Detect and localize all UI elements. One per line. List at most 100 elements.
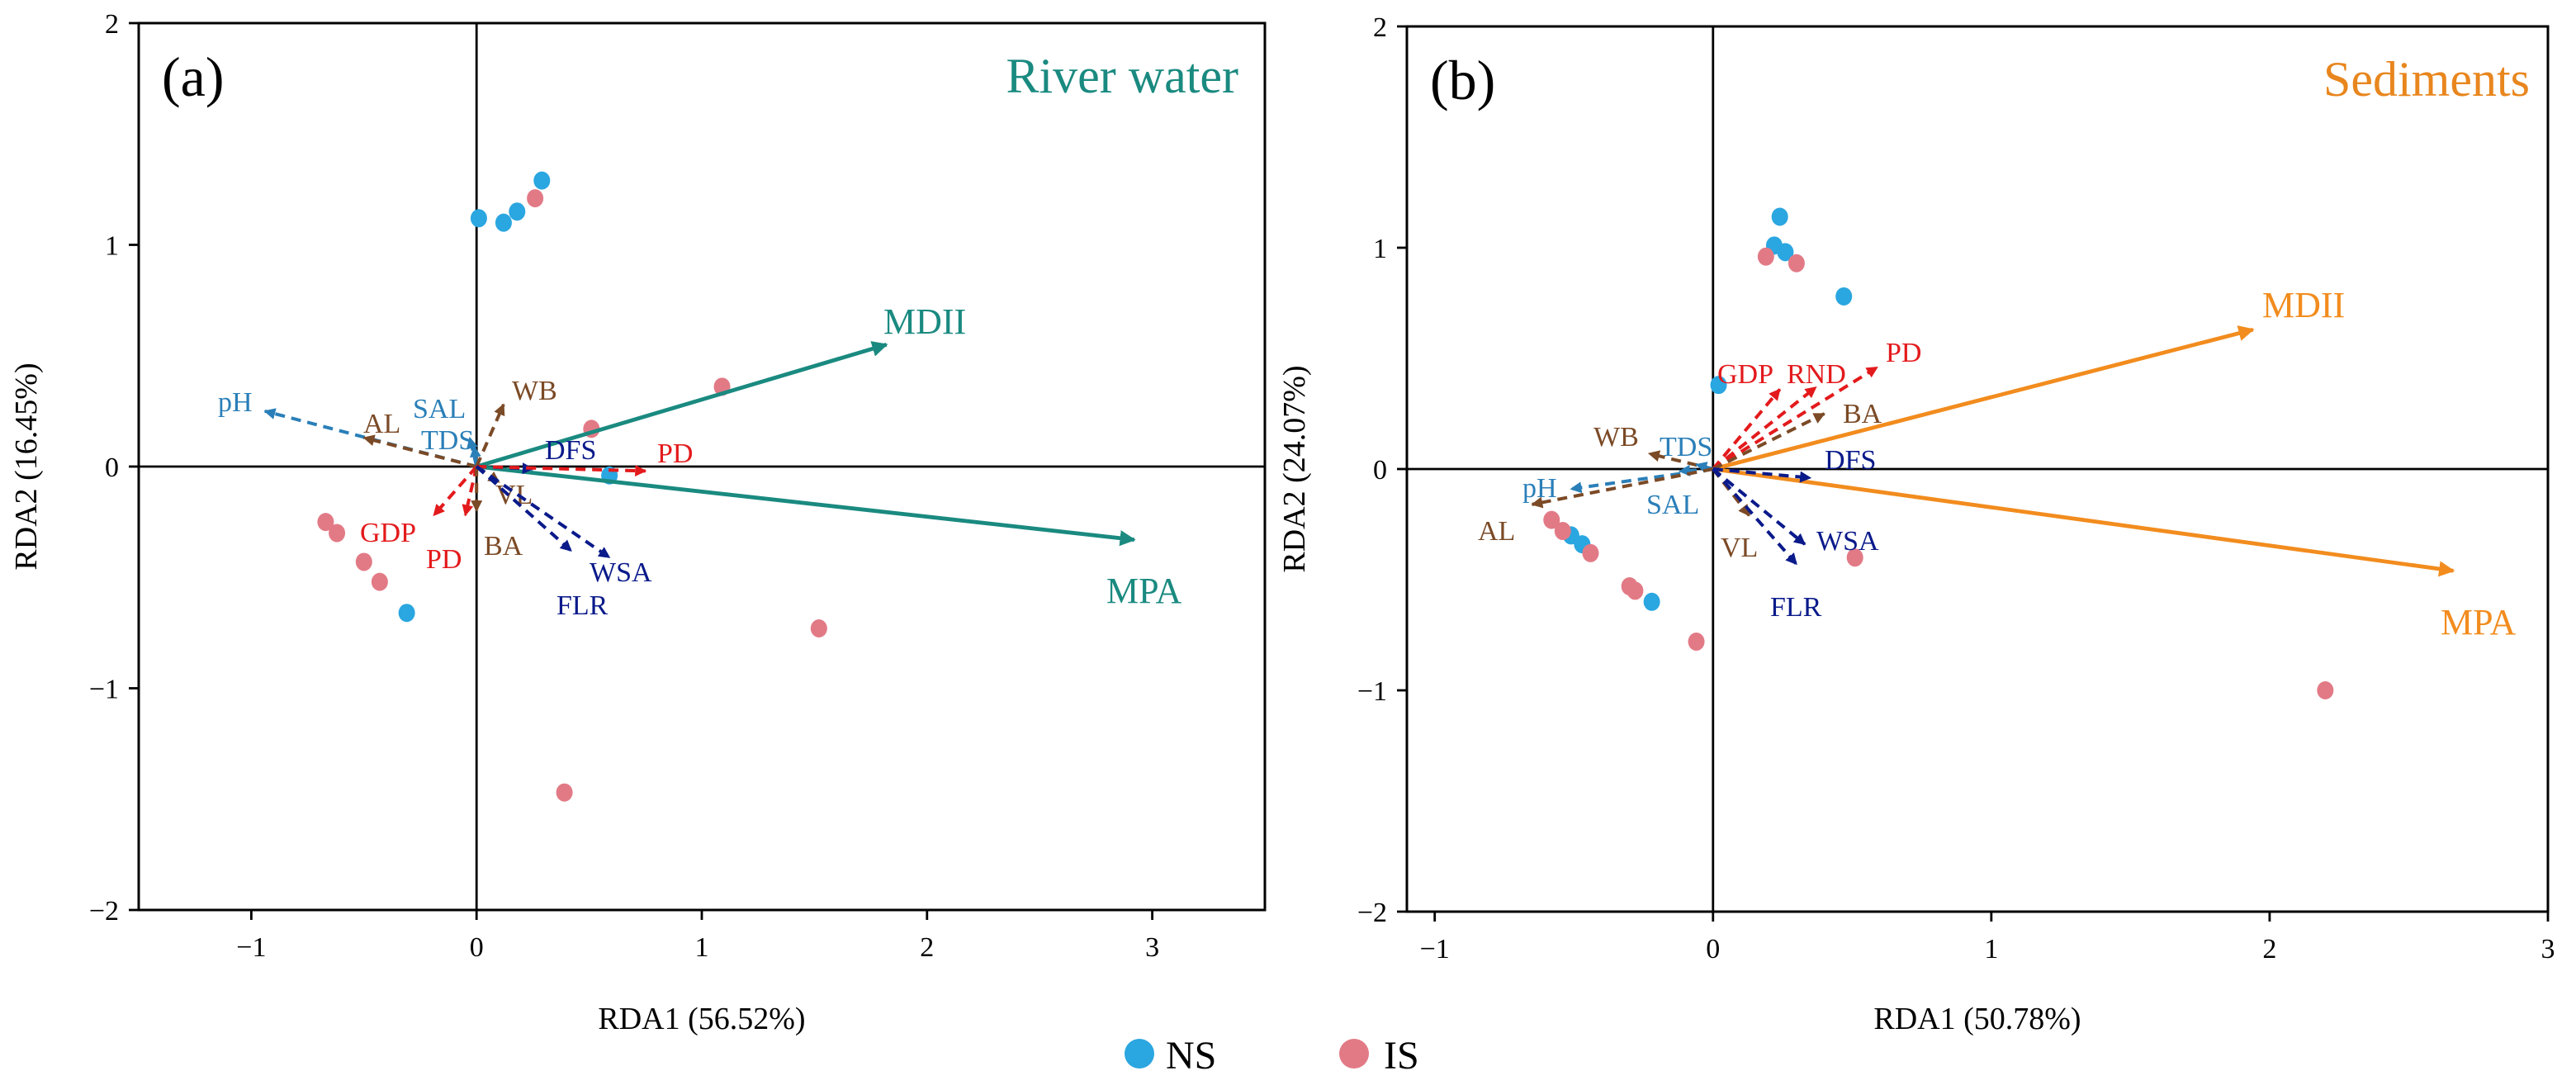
arrow-label-wsa: WSA [590,557,652,588]
x-tick-label: 1 [1984,934,1998,964]
point-is [371,572,388,591]
point-is [1627,581,1644,600]
point-is [329,524,346,543]
arrow-label-al: AL [363,409,400,439]
panel-label: (a) [162,45,224,108]
arrow-mdii [1712,325,2255,472]
point-is [2317,681,2334,699]
arrow-label-wsa: WSA [1816,526,1879,557]
point-is [1757,247,1774,266]
x-tick-label: −1 [1420,934,1450,964]
point-is [1582,543,1599,562]
panel-b: −1 0 1 2 3 −2 −1 0 1 2 RDA1 (50.78%) RDA2 (24.07%) (… [1277,12,2555,1036]
arrow-mpa [476,464,1136,547]
y-tick-label: 0 [105,453,119,483]
legend-marker-ns [1125,1039,1154,1069]
arrow-label-pd: PD [426,544,462,575]
point-is [317,513,334,532]
x-tick-label: 2 [2262,934,2276,964]
point-is [1846,548,1863,567]
arrow-label-tds: TDS [1660,432,1712,462]
point-ns [509,202,526,221]
arrow-label-flr: FLR [1770,592,1822,623]
arrow-label-rnd: RND [1787,359,1846,390]
arrow-label-ba: BA [484,531,523,562]
arrow-label-mdii: MDII [883,301,966,342]
arrow-label-sal: SAL [413,394,466,424]
arrow-mdii [476,341,888,469]
panel-title: Sediments [2323,52,2530,107]
point-is [1543,510,1560,529]
arrow-rnd [1712,386,1817,471]
arrow-label-pd: PD [657,438,693,469]
x-tick-label: 3 [2541,934,2555,964]
arrow-flr [475,465,573,552]
point-ns [1771,207,1788,226]
legend-label-ns: NS [1166,1034,1216,1078]
y-tick-label: −1 [89,675,119,705]
arrow-pd [476,465,647,477]
x-axis-label: RDA1 (56.52%) [598,1002,805,1036]
point-ns [495,213,512,232]
panel-a: −1 0 1 2 3 −2 −1 0 1 2 RDA1 (56.52%) RDA2 (16.45%) (… [9,9,1267,1036]
arrow-wsa [1712,467,1807,546]
panel-title: River water [1006,49,1238,103]
arrow-wsa [476,465,611,559]
arrow-label-flr: FLR [556,590,608,621]
arrow-label-ph: pH [1522,473,1557,504]
point-ns [1643,592,1660,611]
y-axis-label: RDA2 (24.07%) [1277,365,1312,572]
x-tick-label: −1 [236,932,266,963]
point-is [355,552,372,571]
arrow-label-vl: VL [495,480,533,510]
arrow-label-mdii: MDII [2262,285,2345,325]
y-axis-label: RDA2 (16.45%) [9,363,44,570]
x-tick-label: 2 [920,932,934,963]
arrow-mpa [1712,467,2455,577]
legend: NS IS [1125,1034,1419,1078]
y-tick-label: 2 [1373,12,1387,43]
y-tick-label: 1 [1373,234,1387,264]
arrow-label-mpa: MPA [1106,571,1182,611]
arrow-label-wb: WB [512,376,557,406]
legend-label-is: IS [1384,1034,1419,1078]
arrow-label-vl: VL [1721,533,1758,563]
arrow-gdp [432,465,478,517]
point-is [1554,522,1571,541]
y-tick-label: 0 [1373,455,1387,486]
point-ns [1710,376,1727,395]
arrow-label-gdp: GDP [360,518,416,548]
point-ns [1835,287,1853,306]
arrow-label-wb: WB [1593,422,1639,453]
point-ns [398,604,415,623]
x-tick-label: 3 [1145,932,1159,963]
arrow-flr [1712,467,1798,566]
x-axis-label: RDA1 (50.78%) [1873,1002,2081,1036]
point-is [556,783,573,802]
x-tick-label: 0 [470,932,484,963]
arrow-al [1531,467,1714,509]
arrow-gdp [1712,388,1782,471]
arrow-label-sal: SAL [1646,490,1699,520]
point-ns [1777,243,1794,262]
arrow-label-gdp: GDP [1717,359,1773,390]
point-ns [470,209,487,228]
point-is [527,189,544,208]
arrow-label-al: AL [1478,516,1515,547]
y-tick-label: −2 [89,896,119,926]
arrow-label-pd: PD [1886,338,1921,368]
panel-label: (b) [1430,49,1495,111]
arrow-ba [1712,412,1825,471]
arrow-label-mpa: MPA [2441,602,2517,642]
arrow-label-ph: pH [218,387,253,418]
arrow-label-ba: BA [1843,399,1882,429]
arrow-wb [475,403,505,467]
arrow-label-dfs: DFS [545,435,596,466]
y-tick-label: −2 [1357,898,1387,928]
arrow-wb [1647,450,1714,471]
x-tick-label: 0 [1706,934,1720,964]
y-tick-label: 1 [105,231,119,262]
point-is [810,619,827,638]
legend-marker-is [1339,1039,1369,1069]
